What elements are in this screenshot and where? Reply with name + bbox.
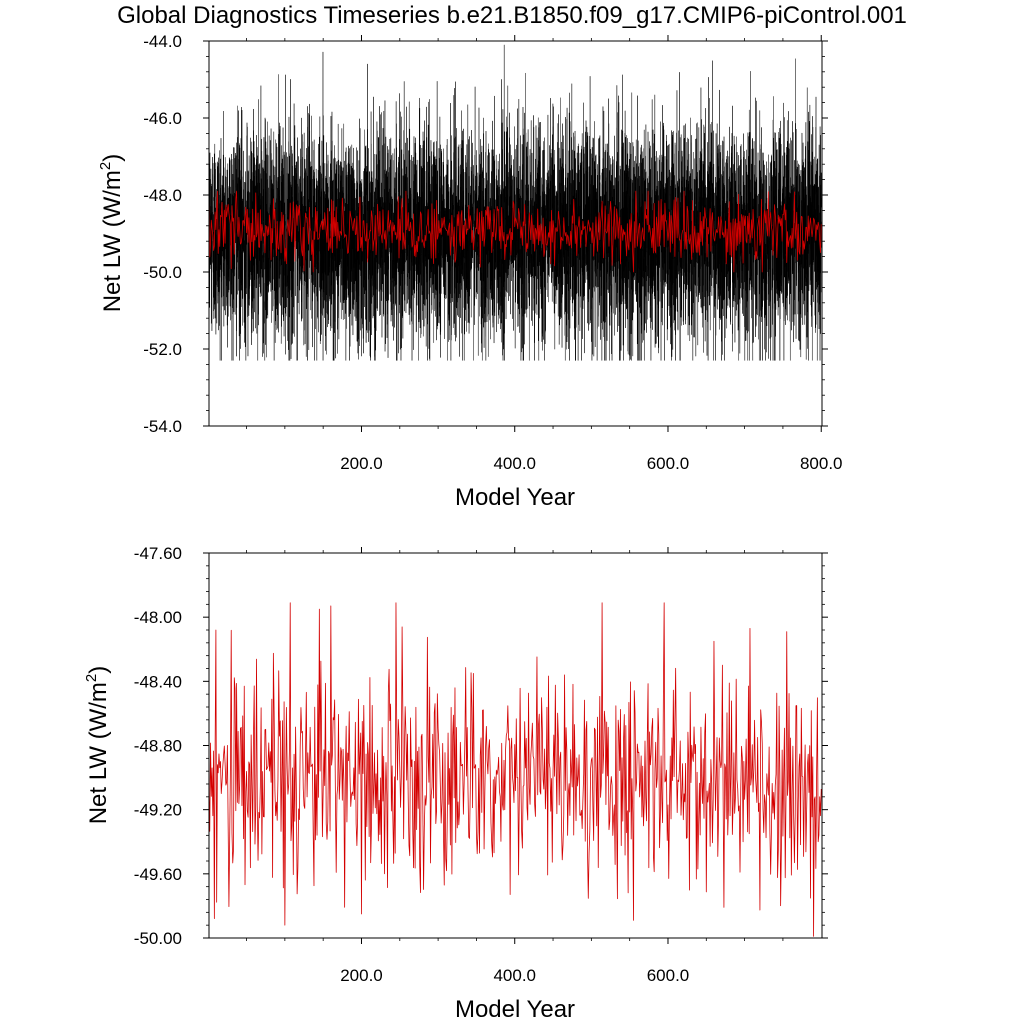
y-tick-label: -49.60 bbox=[134, 865, 182, 884]
y-tick-label: -50.0 bbox=[143, 263, 182, 282]
bottom-panel-series bbox=[208, 602, 822, 937]
y-tick-label: -47.60 bbox=[134, 544, 182, 563]
top-panel-ticks bbox=[203, 35, 828, 432]
y-tick-label: -48.00 bbox=[134, 608, 182, 627]
x-tick-label: 400.0 bbox=[493, 454, 536, 473]
bottom-panel-x-axis-label: Model Year bbox=[455, 996, 575, 1023]
top-panel-y-axis-label: Net LW (W/m2) bbox=[97, 154, 126, 313]
x-tick-label: 600.0 bbox=[647, 966, 690, 985]
y-tick-label: -49.20 bbox=[134, 801, 182, 820]
bottom-panel-y-axis-label: Net LW (W/m2) bbox=[83, 666, 112, 825]
x-tick-label: 200.0 bbox=[340, 966, 383, 985]
top-series-line-1 bbox=[208, 44, 822, 361]
y-tick-label: -44.0 bbox=[143, 32, 182, 51]
y-tick-label: -52.0 bbox=[143, 340, 182, 359]
bottom-series-line-1 bbox=[208, 602, 822, 937]
figure-title: Global Diagnostics Timeseries b.e21.B185… bbox=[117, 2, 907, 29]
y-tick-label: -48.80 bbox=[134, 737, 182, 756]
y-tick-label: -46.0 bbox=[143, 109, 182, 128]
y-tick-label: -54.0 bbox=[143, 417, 182, 436]
bottom-panel-ticks bbox=[203, 547, 828, 944]
bottom-panel-y-tick-labels: -50.00 -49.60 -49.20 -48.80 -48.40 -48.00 -47.… bbox=[134, 544, 182, 948]
top-panel-series bbox=[208, 44, 822, 361]
top-panel: -54.0 -52.0 -50.0 -48.0 -46.0 -44.0 200.0 400.… bbox=[97, 32, 843, 511]
top-panel-x-axis-label: Model Year bbox=[455, 484, 575, 511]
bottom-panel-x-tick-labels: 200.0 400.0 600.0 bbox=[340, 966, 689, 985]
bottom-panel-frame bbox=[208, 552, 823, 939]
top-series-line-2 bbox=[208, 190, 822, 273]
y-tick-label: -50.00 bbox=[134, 929, 182, 948]
x-tick-label: 600.0 bbox=[647, 454, 690, 473]
x-tick-label: 800.0 bbox=[800, 454, 843, 473]
top-panel-frame bbox=[208, 40, 823, 427]
y-tick-label: -48.40 bbox=[134, 672, 182, 691]
top-panel-y-tick-labels: -54.0 -52.0 -50.0 -48.0 -46.0 -44.0 bbox=[143, 32, 182, 436]
bottom-panel: -50.00 -49.60 -49.20 -48.80 -48.40 -48.00 -47.… bbox=[83, 544, 828, 1023]
x-tick-label: 400.0 bbox=[493, 966, 536, 985]
y-tick-label: -48.0 bbox=[143, 186, 182, 205]
top-panel-x-tick-labels: 200.0 400.0 600.0 800.0 bbox=[340, 454, 842, 473]
x-tick-label: 200.0 bbox=[340, 454, 383, 473]
